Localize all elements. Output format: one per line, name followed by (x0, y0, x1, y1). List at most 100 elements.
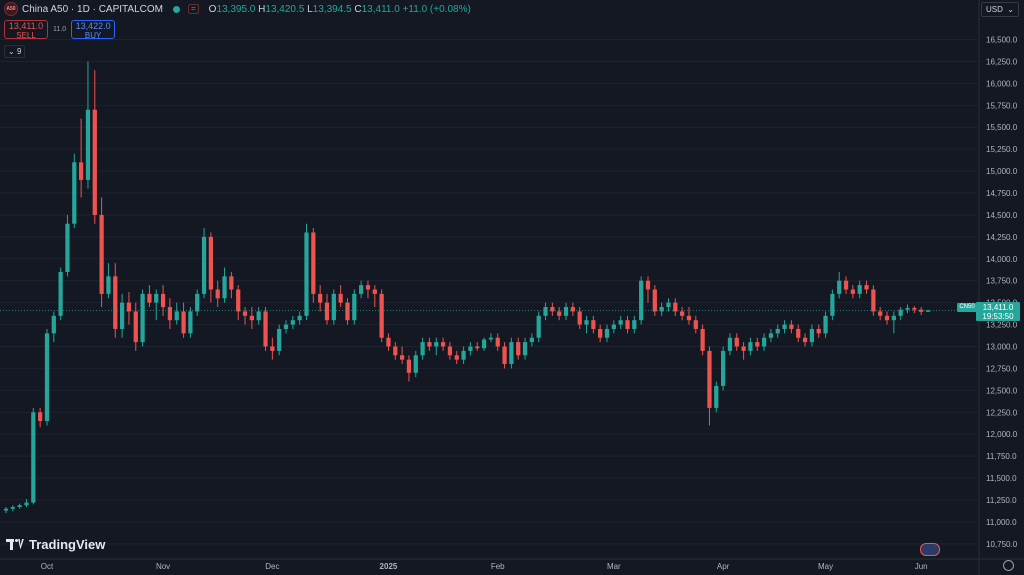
events-flag-icon[interactable] (920, 543, 940, 556)
candle-body (92, 109, 97, 215)
candle-body (611, 324, 616, 329)
candle-body (700, 328, 705, 351)
candle-body (270, 346, 275, 351)
candle-body (3, 508, 9, 511)
y-tick-label: 14,250.0 (986, 233, 1018, 242)
y-tick-label: 15,250.0 (986, 145, 1018, 154)
price-change: +11.0 (+0.08%) (402, 3, 471, 15)
candle-body (461, 350, 466, 360)
sell-button[interactable]: 13,411.0 SELL (4, 20, 48, 40)
candle-body (686, 315, 692, 321)
y-tick-label: 11,750.0 (986, 452, 1017, 461)
candle-body (748, 342, 753, 351)
candle-body (119, 302, 125, 329)
candle-body (386, 337, 391, 347)
candle-body (133, 311, 138, 343)
candle-body (38, 412, 43, 422)
candle-body (707, 350, 712, 408)
candle-body (147, 293, 152, 303)
candle-body (352, 293, 357, 321)
candle-body (516, 342, 521, 356)
y-tick-label: 11,250.0 (986, 496, 1017, 505)
candle-body (823, 315, 828, 334)
candle-body (864, 285, 869, 290)
candle-body (79, 162, 84, 180)
candle-body (475, 346, 480, 349)
symbol-header: A50 China A50 · 1D · CAPITALCOM = O13,39… (4, 2, 471, 16)
candle-body (359, 285, 364, 294)
candle-body (215, 289, 220, 299)
candle-body (802, 337, 808, 343)
x-tick-label: Dec (265, 562, 279, 571)
candle-body (734, 337, 739, 347)
candle-body (584, 320, 589, 325)
symbol-title[interactable]: China A50 · 1D · CAPITALCOM (22, 3, 163, 15)
candle-body (167, 307, 173, 321)
candle-body (400, 355, 405, 360)
candle-body (673, 302, 678, 312)
candle-body (604, 328, 610, 338)
candle-body (24, 502, 29, 506)
candle-body (318, 293, 323, 303)
candle-body (796, 328, 801, 338)
candle-body (625, 320, 630, 329)
candle-body (693, 320, 698, 329)
candle-body (17, 505, 22, 508)
candle-body (666, 302, 671, 308)
x-tick-label: May (818, 562, 833, 571)
candle-body (782, 324, 787, 329)
candle-body (550, 307, 555, 312)
x-tick-label: Nov (156, 562, 170, 571)
candle-body (563, 307, 569, 316)
candle-body (659, 307, 664, 312)
candle-body (570, 307, 575, 312)
candle-body (427, 342, 432, 347)
y-tick-label: 14,750.0 (986, 189, 1018, 198)
candle-body (324, 302, 330, 321)
candle-body (591, 320, 596, 329)
candle-body (440, 342, 446, 347)
market-status-icon (172, 5, 180, 13)
candle-body (277, 328, 282, 351)
candle-body (536, 315, 541, 338)
candle-body (242, 311, 248, 316)
currency-select[interactable]: USD ⌄ (981, 2, 1019, 17)
candle-body (557, 311, 562, 316)
candle-body (85, 109, 91, 180)
candle-body (372, 289, 377, 294)
candle-body (850, 289, 855, 294)
candle-body (898, 309, 903, 316)
y-tick-label: 12,500.0 (986, 386, 1018, 395)
candle-body (727, 337, 733, 351)
candle-body (843, 280, 849, 290)
candle-body (106, 276, 111, 294)
candle-body (488, 337, 494, 340)
candle-body (283, 324, 289, 329)
candle-body (10, 507, 15, 509)
candle-body (297, 315, 302, 321)
candle-body (44, 333, 50, 422)
tradingview-logo[interactable]: TradingView (6, 537, 105, 552)
x-tick-label: Mar (607, 562, 621, 571)
candle-body (195, 293, 200, 312)
compare-flag-icon[interactable]: = (187, 4, 199, 14)
x-tick-label: Feb (491, 562, 505, 571)
candle-body (481, 339, 487, 349)
y-tick-label: 16,250.0 (986, 57, 1018, 66)
candle-body (543, 307, 548, 316)
candle-body (912, 307, 917, 310)
last-price-label: 13,411.0 19:53:50 (976, 302, 1020, 321)
indicators-toggle[interactable]: ⌄ 9 (4, 45, 26, 58)
buy-button[interactable]: 13,422.0 BUY (71, 20, 116, 40)
candle-body (154, 293, 159, 303)
y-tick-label: 10,750.0 (986, 540, 1018, 549)
candle-body (680, 311, 685, 316)
candle-body (884, 315, 890, 321)
y-tick-label: 15,750.0 (986, 101, 1018, 110)
candle-body (878, 311, 883, 316)
settings-icon[interactable] (1003, 560, 1014, 571)
candle-body (345, 302, 350, 321)
candle-body (809, 328, 815, 343)
ohlc-values: O13,395.0 H13,420.5 L13,394.5 C13,411.0 … (208, 3, 471, 15)
